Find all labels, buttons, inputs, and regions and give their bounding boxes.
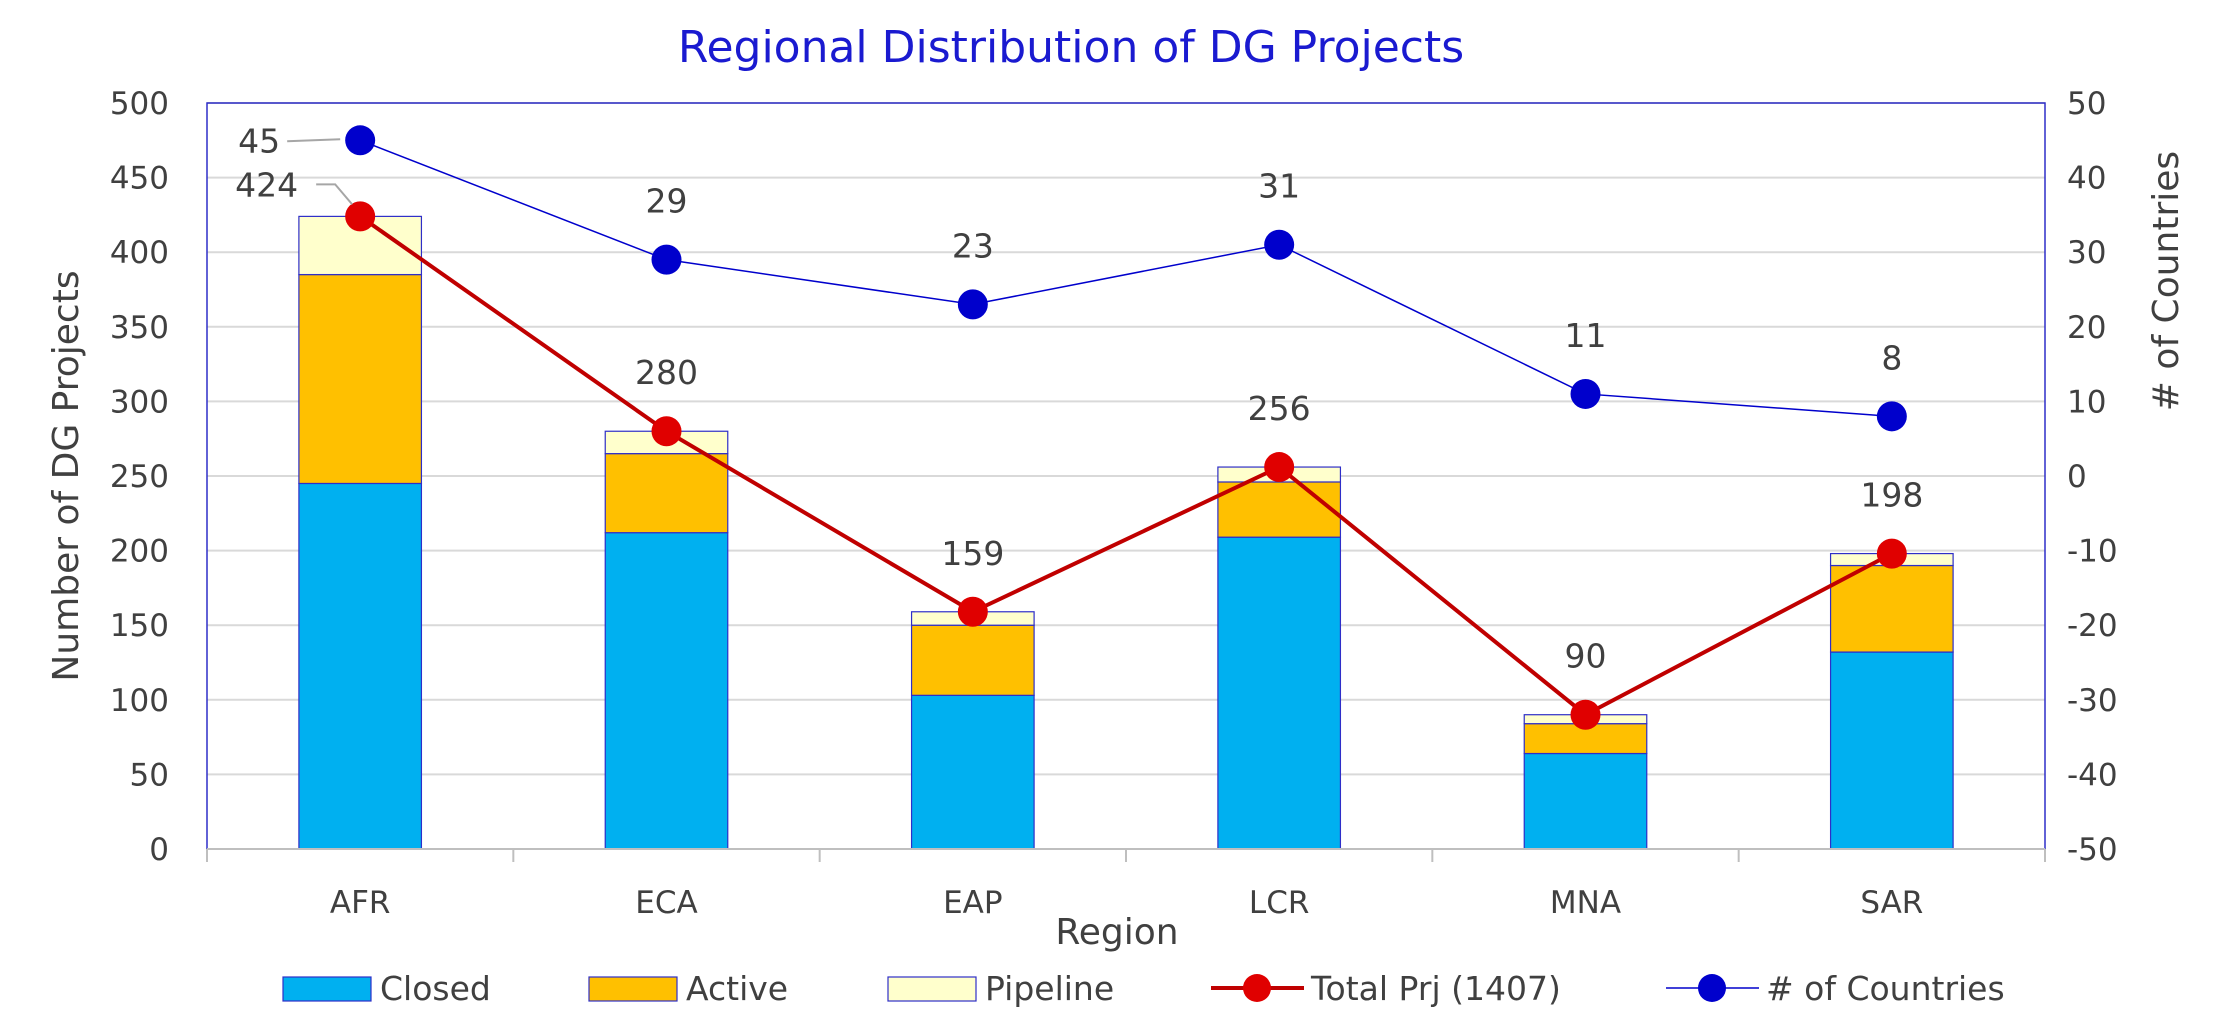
y2-tick-label: -10 [2067,534,2118,570]
total-data-label: 280 [635,353,698,392]
countries-data-label: 11 [1565,316,1607,355]
x-axis-title: Region [1055,912,1178,953]
y-tick-label: 300 [110,384,169,420]
leader-line [287,138,341,143]
total-data-label: 198 [1860,476,1923,515]
total-projects-point [345,201,376,232]
y-tick-label: 150 [110,608,169,644]
leader-line [316,183,353,206]
bar-closed-sar [1829,651,1954,850]
y2-tick-label: 10 [2067,384,2106,420]
y2-tick-label: -20 [2067,608,2118,644]
y-tick-label: 500 [110,86,169,122]
y2-tick-label: 30 [2067,235,2106,271]
legend-label: # of Countries [1766,969,2005,1008]
bar-active-eap [910,624,1035,696]
countries-point [651,244,682,275]
legend-label: Active [686,969,788,1008]
x-axis: AFR ECA EAP LCR MNA SAR [206,848,2046,921]
x-tick-label: SAR [1860,885,1923,921]
legend: Closed Active Pipeline Total Prj (1407) # of… [282,969,2005,1008]
countries-data-label: 45 [238,121,280,160]
legend-swatch-pipeline [887,976,977,1002]
lines: 45 29 23 31 11 8 424 280 159 256 90 198 [235,121,1923,730]
legend-label: Total Prj (1407) [1310,969,1561,1008]
countries-data-label: 29 [646,182,688,221]
total-projects-point [651,416,682,447]
legend-swatch-active [588,976,678,1002]
countries-point [957,289,988,320]
bar-closed-lcr [1217,536,1342,850]
bar-closed-eap [910,694,1035,850]
y-tick-label: 100 [110,683,169,719]
total-projects-point [1264,452,1295,483]
total-data-label: 256 [1248,389,1311,428]
y-tick-label: 350 [110,310,169,346]
countries-data-label: 31 [1258,167,1300,206]
gridlines [207,102,2045,776]
total-projects-point [957,596,988,627]
bars [298,215,1954,850]
legend-marker [1243,974,1271,1002]
total-data-label: 159 [941,534,1004,573]
chart-title: Regional Distribution of DG Projects [678,22,1464,73]
legend-label: Pipeline [985,969,1114,1008]
legend-swatch-closed [282,976,372,1002]
y-tick-label: 400 [110,235,169,271]
bar-active-lcr [1217,481,1342,538]
y-tick-label: 0 [149,832,169,868]
bar-active-afr [298,273,423,485]
bar-closed-eca [604,532,729,850]
bar-active-mna [1523,723,1648,755]
y2-tick-label: 50 [2067,86,2106,122]
legend-marker [1698,974,1726,1002]
total-projects-line [359,214,1893,718]
x-tick-label: LCR [1249,885,1309,921]
x-tick-label: MNA [1550,885,1621,921]
y-axis-title: Number of DG Projects [46,270,87,681]
y2-tick-label: 40 [2067,161,2106,197]
y2-tick-label: 0 [2067,459,2087,495]
countries-point [345,125,376,156]
bar-active-sar [1829,564,1954,653]
bar-active-eca [604,453,729,534]
countries-point [1570,378,1601,409]
x-tick-label: ECA [635,885,697,921]
countries-data-label: 8 [1881,338,1902,377]
y-tick-label: 250 [110,459,169,495]
total-data-label: 90 [1565,637,1607,676]
total-projects-point [1876,538,1907,569]
y2-tick-label: -50 [2067,832,2118,868]
y2-tick-label: -40 [2067,757,2118,793]
y-tick-label: 200 [110,534,169,570]
y-tick-label: 50 [130,757,169,793]
y-axis-left: 0 50 100 150 200 250 300 350 400 450 500 [110,86,169,868]
countries-data-label: 23 [952,226,994,265]
countries-point [1876,401,1907,432]
total-data-label: 424 [235,165,298,204]
countries-point [1264,229,1295,260]
y2-axis-title: # of Countries [2146,151,2187,411]
y2-tick-label: -30 [2067,683,2118,719]
x-tick-label: EAP [943,885,1003,921]
y-tick-label: 450 [110,161,169,197]
countries-line [359,139,1892,418]
x-tick-label: AFR [330,885,391,921]
y2-tick-label: 20 [2067,310,2106,346]
legend-label: Closed [380,969,491,1008]
total-projects-point [1570,699,1601,730]
bar-closed-mna [1523,752,1648,850]
bar-closed-afr [298,482,423,850]
y-axis-right: -50 -40 -30 -20 -10 0 10 20 30 40 50 [2067,86,2118,868]
